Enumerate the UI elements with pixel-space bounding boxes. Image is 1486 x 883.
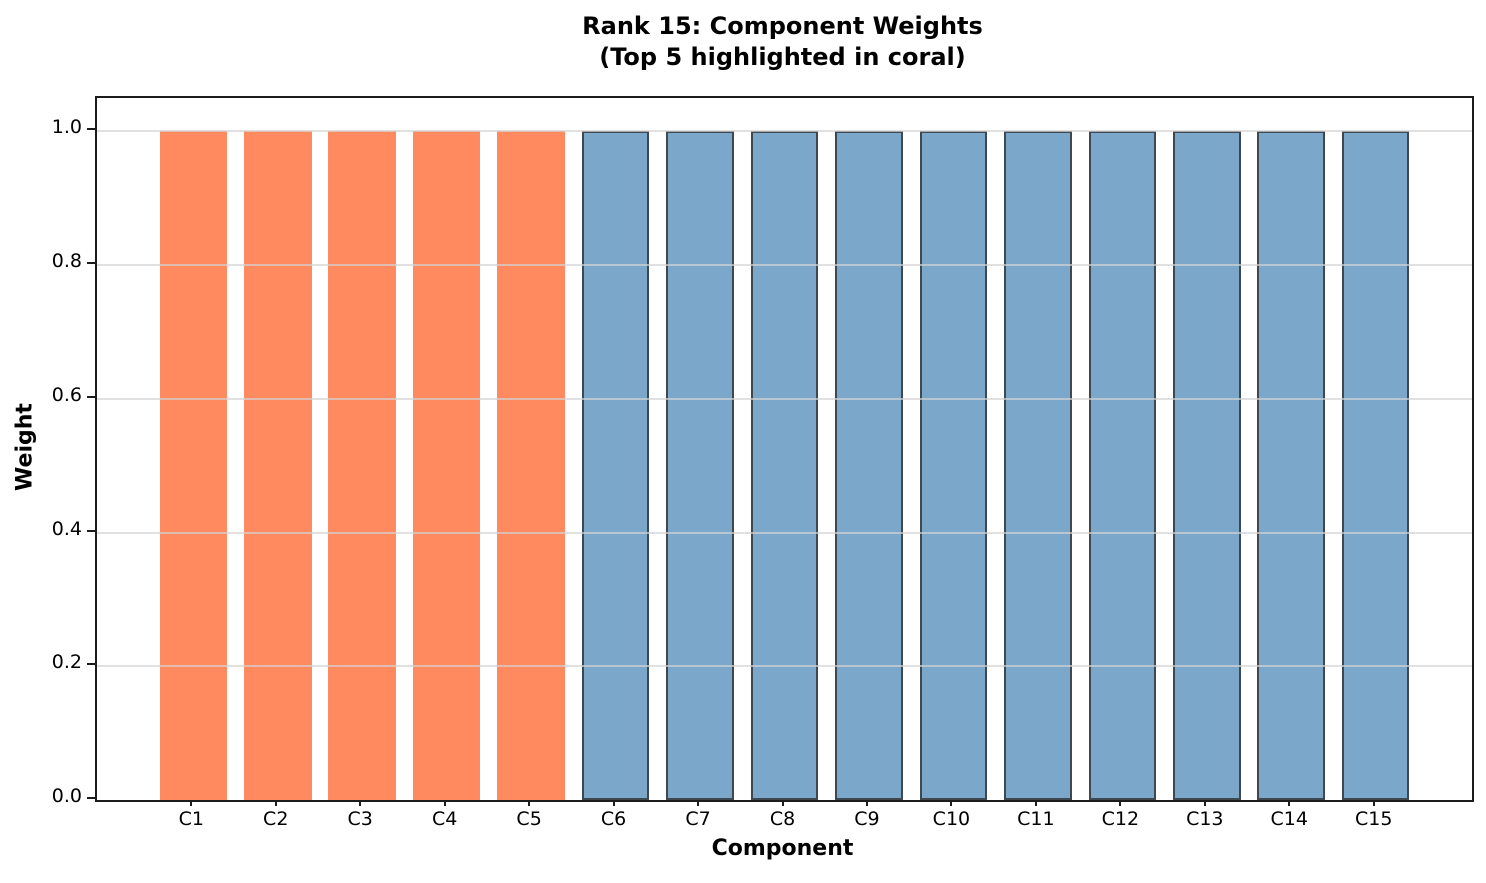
x-tick-label-c14: C14 [1270,808,1308,830]
chart-title-line2: (Top 5 highlighted in coral) [599,43,966,71]
x-tick-mark [359,798,362,806]
y-tick-mark [87,128,95,131]
bar-c1 [159,131,228,800]
x-tick-label-c11: C11 [1017,808,1055,830]
y-axis-label: Weight [12,403,38,491]
x-tick-label-c9: C9 [854,808,880,830]
x-tick-label-c2: C2 [263,808,289,830]
x-tick-mark [443,798,446,806]
bar-c7 [666,131,734,800]
x-tick-mark [1372,798,1375,806]
y-tick-mark [87,262,95,265]
bar-c2 [243,131,312,800]
x-tick-label-c6: C6 [600,808,627,830]
x-tick-mark [528,798,531,806]
x-tick-mark [950,798,953,806]
x-tick-label-c12: C12 [1101,808,1140,830]
x-tick-label-c3: C3 [347,808,373,830]
x-tick-mark [1203,798,1206,806]
bar-c4 [412,131,481,800]
y-tick-label-0.4: 0.4 [51,517,82,540]
x-tick-label-c8: C8 [769,808,796,830]
x-tick-mark [697,798,700,806]
y-tick-label-0.6: 0.6 [51,383,82,406]
chart-title-line1: Rank 15: Component Weights [582,12,983,40]
x-tick-mark [1288,798,1291,806]
x-tick-label-c13: C13 [1186,808,1224,830]
x-tick-label-c4: C4 [431,808,458,830]
bar-c9 [835,131,903,800]
x-tick-label-c10: C10 [932,808,971,830]
x-tick-mark [1034,798,1037,806]
x-axis-label: Component [711,836,854,861]
y-tick-mark [87,663,95,666]
x-tick-label-c7: C7 [685,808,711,830]
x-tick-mark [865,798,868,806]
gridline [97,665,1472,668]
y-tick-label-1.0: 1.0 [51,116,82,139]
gridline [97,397,1472,400]
x-tick-mark [190,798,193,806]
bar-c15 [1341,131,1410,800]
y-tick-label-0.0: 0.0 [51,785,82,807]
x-tick-mark [274,798,277,806]
chart-title: Rank 15: Component Weights (Top 5 highli… [95,11,1470,73]
x-tick-mark [781,798,784,806]
y-tick-mark [87,797,95,799]
bar-c12 [1088,131,1157,800]
bar-c3 [328,131,396,800]
y-tick-mark [87,395,95,398]
bar-c5 [497,131,565,800]
bar-c10 [919,131,988,800]
gridline [97,531,1472,534]
gridline [97,130,1472,133]
bar-c14 [1257,131,1326,800]
bar-c6 [581,131,650,800]
y-tick-label-0.8: 0.8 [51,250,82,273]
x-tick-mark [612,798,615,806]
bar-c13 [1173,131,1241,800]
y-tick-label-0.2: 0.2 [51,651,82,674]
plot-area [95,96,1474,802]
gridline [97,264,1472,267]
x-tick-mark [1119,798,1122,806]
bar-c8 [750,131,819,800]
x-tick-label-c1: C1 [178,808,204,830]
bar-c11 [1004,131,1072,800]
x-tick-label-c5: C5 [516,808,542,830]
y-tick-mark [87,529,95,532]
x-tick-label-c15: C15 [1354,808,1393,830]
